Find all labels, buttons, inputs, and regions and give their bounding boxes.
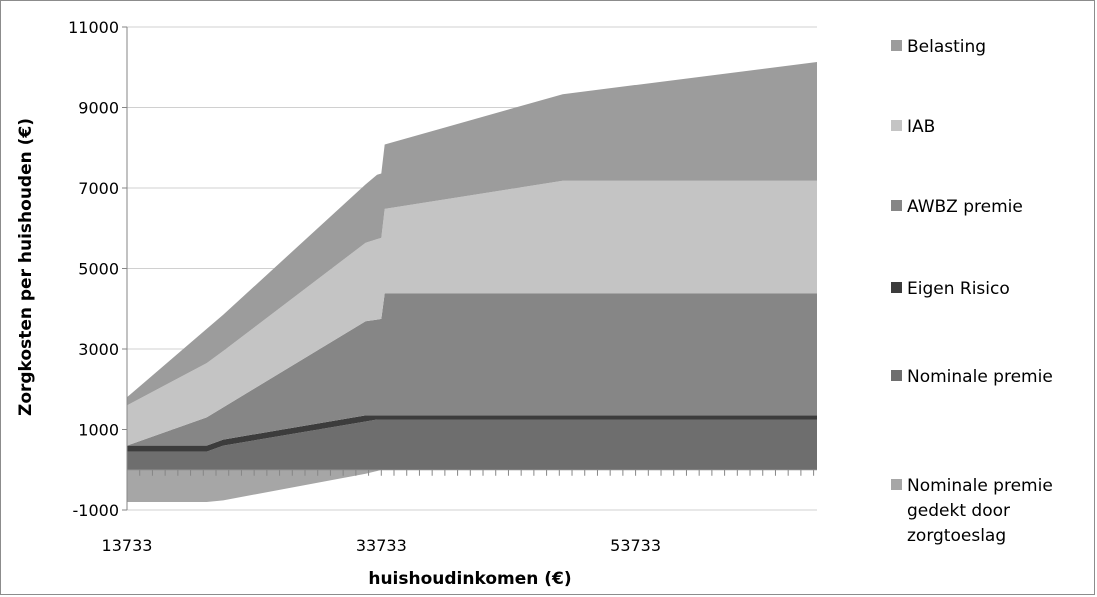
x-tick-label: 13733 <box>102 536 153 555</box>
x-tick-label: 33733 <box>356 536 407 555</box>
legend-label: Nominale premie <box>907 367 1053 387</box>
legend-swatch <box>891 479 902 490</box>
legend-swatch <box>891 282 902 293</box>
plot-areas <box>127 62 817 502</box>
y-axis-title: Zorgkosten per huishouden (€) <box>16 118 36 416</box>
axes: -1000 1000 3000 5000 7000 9000 11000 13733 33733… <box>68 18 817 555</box>
y-tick-label: -1000 <box>73 501 120 520</box>
legend-label: IAB <box>907 117 935 137</box>
legend-label: AWBZ premie <box>907 197 1023 217</box>
legend-label: Eigen Risico <box>907 279 1010 299</box>
legend-label: Belasting <box>907 37 986 57</box>
y-tick-label: 9000 <box>78 99 119 118</box>
legend-swatch <box>891 40 902 51</box>
legend-swatch <box>891 120 902 131</box>
area-awbz-premie <box>127 293 817 446</box>
y-tick-label: 1000 <box>78 421 119 440</box>
y-tick-label: 3000 <box>78 340 119 359</box>
y-tick-label: 7000 <box>78 179 119 198</box>
y-tick-label: 11000 <box>68 18 119 37</box>
legend-swatch <box>891 370 902 381</box>
area-belasting <box>127 62 817 406</box>
area-iab <box>127 180 817 446</box>
area-nominale-premie <box>127 419 817 470</box>
y-tick-label: 5000 <box>78 260 119 279</box>
area-eigen-risico <box>127 415 817 452</box>
x-tick-label: 53733 <box>610 536 661 555</box>
x-axis-title: huishoudinkomen (€) <box>368 569 571 589</box>
legend-label: Nominale premie gedekt door zorgtoeslag <box>907 476 1053 546</box>
legend-swatch <box>891 200 902 211</box>
area-nominale-premie-gedekt-door-zorgtoeslag <box>127 469 817 502</box>
legend: Belasting IAB AWBZ premie Eigen Risico Nomin… <box>891 37 1053 546</box>
